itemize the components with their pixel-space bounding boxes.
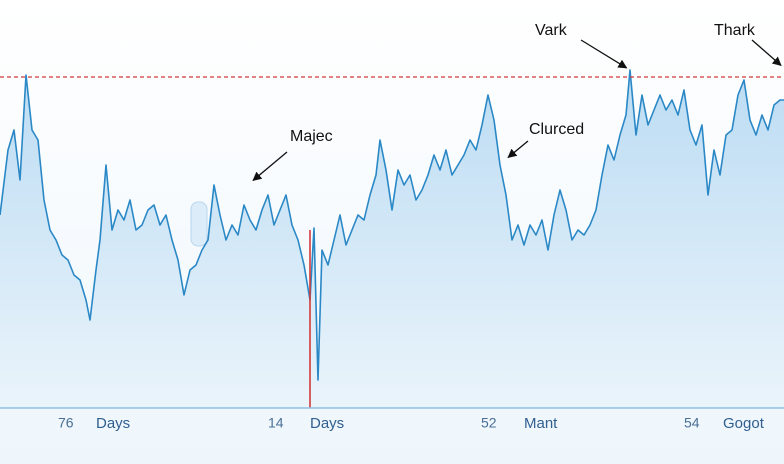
x-label-number: 76 <box>58 415 74 431</box>
x-label-text: Days <box>96 415 130 432</box>
x-label-number: 14 <box>268 415 284 431</box>
annotation: Thark <box>714 22 756 39</box>
annotation: Vark <box>535 22 568 39</box>
x-label-text: Days <box>310 415 344 432</box>
annotation: Majec <box>290 128 333 145</box>
annotation: Clurced <box>529 121 584 138</box>
annotation-arrow <box>751 39 782 66</box>
annotation-arrow <box>580 39 628 69</box>
data-line <box>0 69 784 381</box>
annotation-arrow <box>252 151 288 182</box>
annotation-arrow <box>507 140 529 159</box>
x-label-text: Gogot <box>723 415 765 432</box>
blur-icon <box>190 201 208 247</box>
x-label-text: Mant <box>524 415 558 432</box>
x-label-number: 54 <box>684 415 700 431</box>
area-fill <box>0 70 784 408</box>
x-label-number: 52 <box>481 415 497 431</box>
